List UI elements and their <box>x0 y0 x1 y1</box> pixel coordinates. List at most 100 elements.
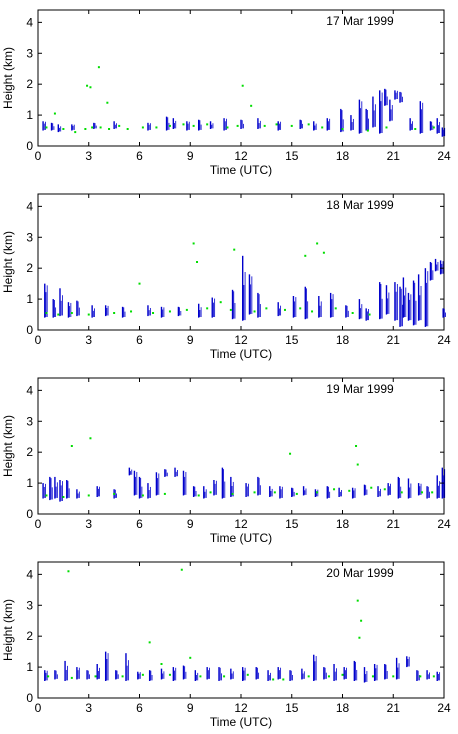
y-tick-label: 2 <box>26 445 33 459</box>
x-tick-label: 9 <box>187 149 194 163</box>
x-tick-label: 9 <box>187 333 194 347</box>
cloud-base-point <box>358 636 361 639</box>
cloud-base-point <box>421 491 424 494</box>
x-tick-label: 15 <box>285 149 299 163</box>
x-tick-label: 12 <box>234 333 248 347</box>
cloud-base-point <box>356 599 359 602</box>
cloud-base-point <box>307 675 310 678</box>
cloud-base-point <box>370 486 373 489</box>
x-tick-label: 15 <box>285 333 299 347</box>
cloud-base-point <box>265 307 268 310</box>
x-axis-title: Time (UTC) <box>210 347 272 361</box>
x-tick-label: 6 <box>136 517 143 531</box>
y-axis-title: Height (km) <box>1 231 15 293</box>
x-tick-label: 0 <box>35 149 42 163</box>
cloud-base-point <box>231 492 234 495</box>
cloud-base-point <box>89 86 92 89</box>
cloud-base-point <box>86 84 89 87</box>
date-label: 18 Mar 1999 <box>326 198 394 212</box>
date-label: 17 Mar 1999 <box>326 14 394 28</box>
cloud-base-point <box>180 568 183 571</box>
cloud-base-point <box>196 261 199 263</box>
cloud-base-point <box>307 123 310 126</box>
x-axis-title: Time (UTC) <box>210 531 272 545</box>
cloud-base-point <box>130 310 133 313</box>
y-tick-label: 1 <box>26 292 33 306</box>
cloud-base-point <box>84 128 87 130</box>
y-tick-label: 2 <box>26 629 33 643</box>
cloud-base-point <box>385 126 388 129</box>
cloud-base-point <box>304 254 307 257</box>
x-tick-label: 3 <box>85 517 92 531</box>
cloud-base-point <box>141 126 144 129</box>
cloud-base-point <box>219 301 222 304</box>
cloud-base-point <box>113 492 116 495</box>
cloud-base-point <box>400 491 403 494</box>
cloud-base-point <box>141 673 144 676</box>
y-tick-label: 1 <box>26 108 33 122</box>
cloud-base-point <box>250 104 253 107</box>
y-tick-label: 4 <box>26 567 33 581</box>
cloud-base-point <box>45 494 48 497</box>
plot-frame <box>37 561 445 699</box>
x-tick-label: 6 <box>136 333 143 347</box>
cloud-base-point <box>168 124 171 127</box>
x-tick-label: 21 <box>387 517 401 531</box>
y-tick-label: 4 <box>26 383 33 397</box>
y-tick-label: 4 <box>26 199 33 213</box>
cloud-base-point <box>206 123 209 126</box>
y-tick-label: 4 <box>26 15 33 29</box>
cloud-base-point <box>327 675 330 678</box>
cloud-base-point <box>432 675 435 678</box>
x-tick-label: 12 <box>234 701 248 715</box>
cloud-base-point <box>241 84 244 87</box>
y-axis-title: Height (km) <box>1 47 15 109</box>
x-tick-label: 21 <box>387 149 401 163</box>
plot-frame <box>37 377 445 515</box>
plot-frame <box>37 193 445 331</box>
cloud-base-point <box>197 494 200 497</box>
cloud-base-point <box>333 488 336 491</box>
date-label: 20 Mar 1999 <box>326 566 394 580</box>
cloud-base-point <box>355 445 358 447</box>
cloud-base-point <box>226 126 229 129</box>
cloud-base-point <box>431 491 434 494</box>
cloud-base-point <box>341 673 344 676</box>
cloud-base-point <box>311 310 314 313</box>
cloud-base-point <box>383 488 386 491</box>
cloud-base-point <box>94 675 97 678</box>
cloud-base-point <box>360 619 363 622</box>
cloud-base-point <box>253 310 256 313</box>
cloud-base-point <box>45 126 48 129</box>
cloud-base-point <box>168 673 171 676</box>
x-tick-label: 21 <box>387 333 401 347</box>
cloud-base-point <box>87 494 90 497</box>
cloud-base-point <box>168 310 171 313</box>
cloud-base-point <box>368 313 371 316</box>
cloud-base-point <box>70 312 73 314</box>
cloud-base-point <box>295 492 298 495</box>
cloud-base-point <box>148 641 151 644</box>
x-tick-label: 0 <box>35 517 42 531</box>
y-tick-label: 2 <box>26 77 33 91</box>
y-tick-label: 3 <box>26 46 33 60</box>
cloud-base-point <box>263 124 266 127</box>
cloud-base-point <box>189 656 192 659</box>
cloud-base-point <box>246 673 249 676</box>
cloud-base-point <box>57 313 60 316</box>
cloud-base-point <box>89 437 92 440</box>
cloud-base-point <box>53 112 56 115</box>
x-tick-label: 21 <box>387 701 401 715</box>
cloud-base-point <box>341 128 344 130</box>
x-tick-label: 9 <box>187 517 194 531</box>
y-axis-title: Height (km) <box>1 599 15 661</box>
x-tick-label: 3 <box>85 333 92 347</box>
x-tick-label: 6 <box>136 149 143 163</box>
cloud-base-point <box>126 128 129 130</box>
y-tick-label: 3 <box>26 230 33 244</box>
y-tick-label: 2 <box>26 261 33 275</box>
cloud-base-point <box>253 491 256 494</box>
cloud-base-point <box>74 131 77 134</box>
